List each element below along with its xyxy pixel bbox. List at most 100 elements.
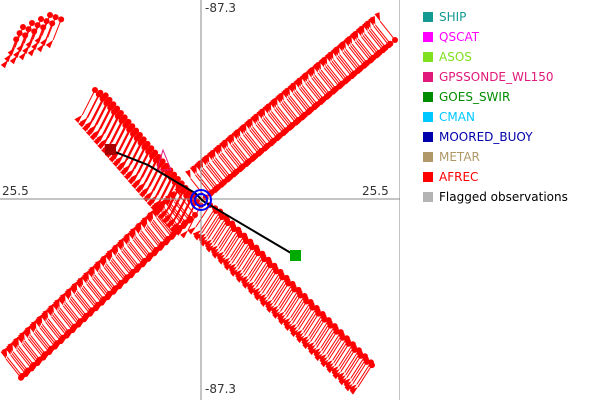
barb-dot: [20, 24, 26, 30]
wind-barb: [52, 314, 69, 335]
barb-dot: [43, 18, 50, 25]
wind-barb: [17, 347, 34, 368]
barb-flag: [85, 120, 93, 129]
barb-flag: [346, 35, 353, 45]
barb-flag: [277, 314, 286, 323]
barb-flag: [36, 315, 43, 325]
barb-flag: [325, 362, 334, 371]
barb-dot: [42, 351, 49, 358]
wind-barb: [367, 31, 383, 51]
wind-barb: [339, 54, 355, 74]
barb-flag: [252, 287, 261, 296]
wind-barb: [129, 241, 146, 262]
wind-barb: [283, 100, 300, 121]
wind-barb: [150, 223, 167, 243]
barb-flag: [126, 168, 135, 177]
wind-barb: [267, 113, 284, 134]
barb-dot: [295, 286, 302, 293]
barb-dot: [314, 101, 321, 108]
barb-flag: [45, 39, 54, 49]
barb-flag: [240, 275, 249, 284]
wind-barb: [116, 254, 133, 274]
legend-item[interactable]: SHIP: [423, 7, 568, 27]
wind-barb: [316, 325, 332, 348]
legend-label: MOORED_BUOY: [439, 130, 533, 144]
wind-barb: [121, 132, 135, 158]
wind-barb: [138, 234, 155, 254]
wind-barb: [338, 343, 354, 367]
barb-flag: [210, 248, 220, 256]
wind-barb: [152, 219, 169, 240]
legend-item[interactable]: QSCAT: [423, 27, 568, 47]
wind-barb: [75, 292, 92, 313]
barb-dot: [59, 334, 66, 341]
barb-flag: [301, 338, 310, 347]
wind-barb: [7, 39, 17, 61]
wind-barb: [249, 129, 266, 149]
wind-barb: [296, 301, 312, 325]
track-end-marker[interactable]: [290, 250, 301, 261]
barb-dot: [110, 101, 117, 108]
wind-barb: [87, 281, 104, 302]
wind-barb: [221, 152, 238, 172]
barb-flag: [342, 378, 351, 386]
wind-barb: [344, 349, 360, 373]
wind-barb: [135, 151, 149, 177]
legend-label: GPSSONDE_WL150: [439, 70, 554, 84]
legend-item[interactable]: AFREC: [423, 167, 568, 187]
barb-flag: [294, 329, 303, 338]
barb-dot: [264, 142, 271, 149]
wind-barb: [361, 36, 377, 56]
wind-barb: [145, 227, 162, 247]
wind-barb: [206, 214, 222, 237]
wind-barb: [291, 298, 306, 321]
legend-item[interactable]: CMAN: [423, 107, 568, 127]
legend-item[interactable]: GPSSONDE_WL150: [423, 67, 568, 87]
barb-flag: [36, 43, 45, 53]
wind-barb: [356, 362, 372, 385]
wind-barb: [144, 228, 161, 249]
wind-barb: [81, 287, 98, 307]
wind-barb: [123, 247, 140, 267]
barb-flag: [205, 244, 215, 253]
barb-dot: [247, 238, 254, 245]
legend-item[interactable]: GOES_SWIR: [423, 87, 568, 107]
barb-flag: [142, 186, 150, 195]
barb-flag: [209, 148, 216, 158]
barb-flag: [254, 293, 263, 301]
wind-barb: [113, 123, 128, 149]
barb-flag: [112, 244, 119, 254]
barb-flag: [191, 164, 197, 174]
wind-barb: [284, 289, 299, 313]
wind-barb: [362, 34, 379, 55]
wind-barb: [64, 303, 80, 324]
wind-barb: [275, 107, 292, 127]
wind-barb: [103, 108, 118, 134]
track-start-marker[interactable]: [105, 144, 116, 155]
wind-barb: [131, 146, 145, 173]
barb-dot: [47, 12, 53, 18]
wind-barb: [294, 91, 311, 112]
legend-item[interactable]: ASOS: [423, 47, 568, 67]
wind-barb: [310, 319, 326, 342]
wind-barb: [62, 305, 79, 325]
wind-barb: [333, 59, 349, 79]
observation-map[interactable]: [0, 0, 400, 400]
barb-dot: [117, 110, 124, 117]
barb-flag: [235, 275, 245, 283]
legend-item[interactable]: Flagged observations: [423, 187, 568, 207]
barb-flag: [79, 117, 88, 126]
barb-dot: [326, 91, 333, 98]
barb-flag: [59, 293, 66, 303]
wind-barb: [200, 207, 216, 231]
wind-barb: [379, 20, 396, 41]
legend-item[interactable]: MOORED_BUOY: [423, 127, 568, 147]
wind-barb: [215, 157, 231, 178]
barb-flag: [27, 47, 36, 57]
wind-barb: [149, 161, 164, 187]
barb-dot: [376, 49, 383, 56]
wind-barb: [281, 102, 298, 122]
wind-barb: [305, 82, 321, 103]
legend-item[interactable]: METAR: [423, 147, 568, 167]
wind-barb: [241, 247, 257, 270]
